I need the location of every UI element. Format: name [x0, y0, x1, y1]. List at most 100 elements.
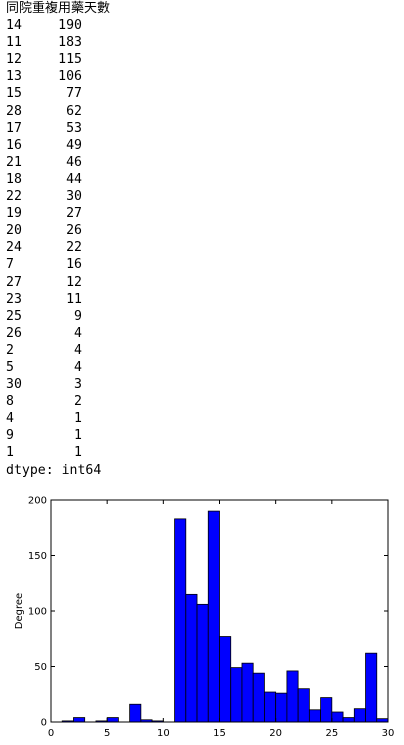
series-name: 同院重複用藥天數 — [6, 1, 111, 16]
row-key: 17 — [6, 120, 22, 136]
x-tick-label: 10 — [157, 728, 170, 739]
row-count: 1 — [74, 411, 82, 427]
histogram-chart: 0 5 10 15 20 25 30 0 50 100 150 200 Degree — [14, 496, 395, 740]
list-item: 22 30 — [6, 188, 398, 205]
row-key: 12 — [6, 52, 22, 68]
list-item: 13 106 — [6, 68, 398, 85]
row-count: 44 — [66, 171, 82, 187]
row-key: 24 — [6, 240, 22, 256]
list-item: 7 16 — [6, 256, 398, 273]
list-item: 23 11 — [6, 291, 398, 308]
row-count: 62 — [66, 103, 82, 119]
row-count: 106 — [58, 69, 82, 85]
histogram-bar — [196, 603, 209, 723]
row-count: 11 — [66, 291, 82, 307]
row-key: 5 — [6, 359, 14, 375]
row-key: 15 — [6, 86, 22, 102]
x-tick-label: 30 — [382, 728, 395, 739]
histogram-bar — [297, 688, 310, 723]
histogram-bar — [320, 697, 333, 723]
x-tick-label: 25 — [325, 728, 338, 739]
list-item: 19 27 — [6, 205, 398, 222]
row-key: 8 — [6, 394, 14, 410]
row-count: 1 — [74, 428, 82, 444]
row-count: 16 — [66, 257, 82, 273]
histogram-bar — [129, 703, 142, 723]
row-key: 30 — [6, 377, 22, 393]
x-tick-label: 15 — [213, 728, 226, 739]
list-item: 28 62 — [6, 103, 398, 120]
row-key: 13 — [6, 69, 22, 85]
row-count: 4 — [74, 325, 82, 341]
row-key: 22 — [6, 189, 22, 205]
list-item: 25 9 — [6, 308, 398, 325]
row-count: 115 — [58, 52, 82, 68]
row-key: 11 — [6, 35, 22, 51]
list-item: 30 3 — [6, 376, 398, 393]
row-key: 27 — [6, 274, 22, 290]
list-item: 26 4 — [6, 325, 398, 342]
y-tick-label: 150 — [28, 551, 47, 562]
row-key: 28 — [6, 103, 22, 119]
y-tick-label: 50 — [34, 662, 47, 673]
y-tick-label: 100 — [28, 607, 47, 618]
list-item: 21 46 — [6, 154, 398, 171]
histogram-bar — [353, 708, 366, 723]
list-item: 27 12 — [6, 274, 398, 291]
histogram-bar — [308, 709, 322, 723]
histogram-bar — [174, 518, 187, 723]
histogram-bar — [185, 593, 198, 723]
list-item: 14 190 — [6, 17, 398, 34]
list-item: 12 115 — [6, 51, 398, 68]
histogram-bar — [73, 717, 86, 723]
row-count: 3 — [74, 377, 82, 393]
list-item: 17 53 — [6, 120, 398, 137]
row-key: 14 — [6, 18, 22, 34]
histogram-bar — [365, 652, 378, 723]
histogram-bar — [241, 662, 254, 723]
row-count: 30 — [66, 189, 82, 205]
histogram-bar — [219, 636, 232, 723]
histogram-bar — [207, 510, 220, 723]
x-tick-label: 5 — [104, 728, 110, 739]
row-count: 4 — [74, 359, 82, 375]
histogram-bar — [252, 672, 265, 723]
row-count: 26 — [66, 223, 82, 239]
row-count: 1 — [74, 445, 82, 461]
row-count: 27 — [66, 206, 82, 222]
dtype-label: dtype: int64 — [6, 462, 102, 478]
histogram-bar — [342, 717, 355, 723]
row-count: 190 — [58, 18, 82, 34]
row-count: 46 — [66, 154, 82, 170]
row-count: 9 — [74, 308, 82, 324]
row-key: 19 — [6, 206, 22, 222]
row-key: 25 — [6, 308, 22, 324]
value-counts-list: 14 190 11 183 12 115 13 106 15 77 28 62 17 53 16 49 21 46… — [6, 17, 398, 461]
row-count: 12 — [66, 274, 82, 290]
row-count: 2 — [74, 394, 82, 410]
histogram-bar — [331, 711, 344, 723]
histogram-bar — [264, 691, 277, 723]
x-tick-label: 0 — [48, 728, 54, 739]
histogram-bar — [230, 667, 243, 723]
list-item: 16 49 — [6, 137, 398, 154]
row-count: 22 — [66, 240, 82, 256]
x-tick-label: 20 — [269, 728, 282, 739]
row-count: 53 — [66, 120, 82, 136]
list-item: 24 22 — [6, 239, 398, 256]
row-key: 1 — [6, 445, 14, 461]
histogram-bar — [275, 692, 288, 723]
y-tick-label: 200 — [28, 496, 47, 507]
row-key: 26 — [6, 325, 22, 341]
row-key: 18 — [6, 171, 22, 187]
row-count: 77 — [66, 86, 82, 102]
row-key: 21 — [6, 154, 22, 170]
row-count: 4 — [74, 342, 82, 358]
list-item: 20 26 — [6, 222, 398, 239]
cell-output: 同院重複用藥天數 14 190 11 183 12 115 13 106 15 77 28 62 17 5… — [6, 0, 398, 479]
